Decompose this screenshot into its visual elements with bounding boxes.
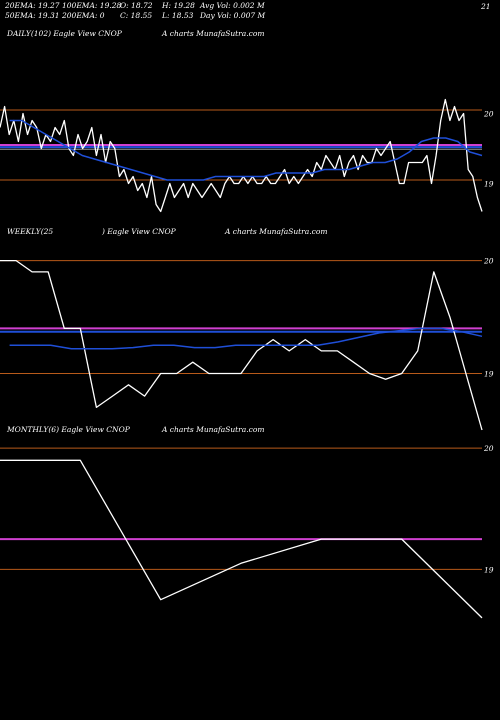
avg-vol-readout: Avg Vol: 0.002 M — [200, 1, 265, 10]
daily-panel-title: DAILY(102) Eagle View CNOP — [7, 29, 122, 38]
monthly-series-0 — [0, 459, 483, 619]
day-vol-readout: Day Vol: 0.007 M — [200, 11, 266, 20]
weekly-panel-watermark: A charts MunafaSutra.com — [225, 227, 328, 236]
weekly-panel-subtitle: ) Eagle View CNOP — [102, 227, 176, 236]
daily-panel-watermark: A charts MunafaSutra.com — [162, 29, 265, 38]
monthly-panel-watermark: A charts MunafaSutra.com — [162, 425, 265, 434]
weekly-series-0 — [0, 259, 483, 431]
high-readout: H: 19.28 — [162, 1, 195, 10]
monthly-ytick-19: 19 — [484, 565, 494, 574]
weekly-ytick-20: 20 — [483, 257, 494, 266]
low-readout: L: 18.53 — [162, 11, 194, 20]
corner-value: 21 — [481, 2, 491, 11]
ema200-readout: 200EMA: 0 — [62, 11, 105, 20]
daily-ytick-19: 19 — [484, 180, 494, 189]
monthly-ytick-20: 20 — [483, 444, 494, 453]
weekly-ytick-19: 19 — [484, 370, 494, 379]
open-readout: O: 18.72 — [120, 1, 153, 10]
daily-series-0 — [0, 98, 483, 213]
monthly-panel-title: MONTHLY(6) Eagle View CNOP — [7, 425, 130, 434]
close-readout: C: 18.55 — [120, 11, 153, 20]
weekly-series-1 — [9, 327, 483, 350]
ema50-readout: 50EMA: 19.31 — [5, 11, 60, 20]
daily-series-1 — [9, 119, 483, 181]
daily-ytick-20: 20 — [483, 110, 494, 119]
weekly-panel-title: WEEKLY(25 — [7, 227, 54, 236]
ema100-readout: 100EMA: 19.28 — [62, 1, 122, 10]
ema20-readout: 20EMA: 19.27 — [5, 1, 60, 10]
